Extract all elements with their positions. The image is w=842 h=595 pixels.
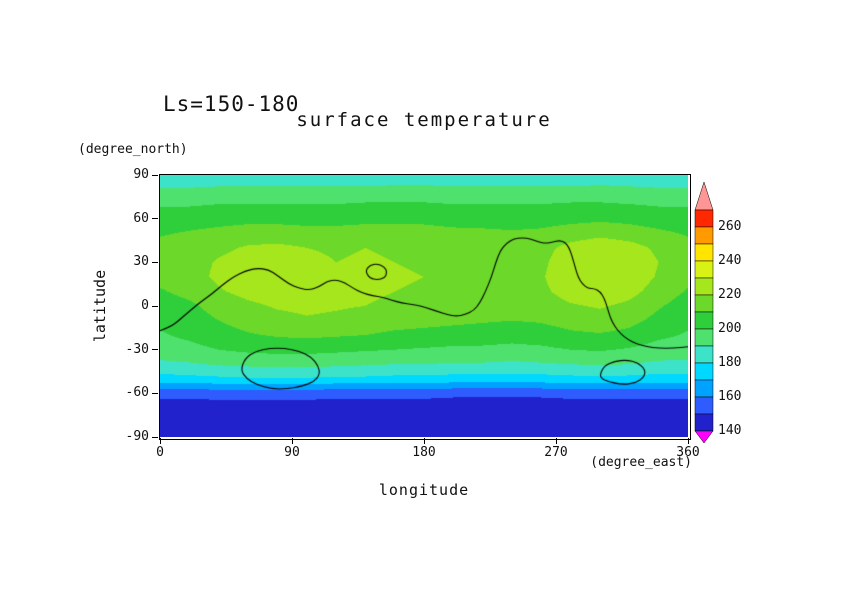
colorbar-band <box>694 260 714 279</box>
y-axis-unit: (degree_north) <box>78 142 188 157</box>
y-tick-label: -60 <box>125 385 149 401</box>
plot-title: surface temperature <box>296 109 552 131</box>
plot-subtitle: Ls=150-180 <box>163 92 300 116</box>
colorbar-tick-label: 240 <box>718 253 742 268</box>
colorbar-band <box>694 277 714 296</box>
colorbar-tick-label: 140 <box>718 423 742 438</box>
x-tick <box>291 438 293 444</box>
y-axis-label: latitude <box>91 269 109 343</box>
y-tick-label: 60 <box>133 210 149 226</box>
y-tick-label: 0 <box>141 298 149 313</box>
colorbar-band <box>694 413 714 432</box>
colorbar-tick-label: 260 <box>718 219 742 234</box>
colorbar-band <box>694 345 714 364</box>
x-axis-unit: (degree_east) <box>590 455 692 470</box>
colorbar-under-triangle <box>694 430 714 444</box>
y-tick <box>152 305 158 307</box>
colorbar-band <box>694 379 714 398</box>
colorbar-tick-label: 180 <box>718 355 742 370</box>
colorbar-band <box>694 209 714 228</box>
x-tick <box>423 438 425 444</box>
x-tick <box>687 438 689 444</box>
y-tick <box>152 261 158 263</box>
colorbar-band <box>694 396 714 415</box>
y-tick-label: 90 <box>133 167 149 182</box>
x-tick-label: 0 <box>156 445 164 460</box>
map-frame <box>159 174 691 440</box>
y-tick-label: -90 <box>125 429 149 444</box>
colorbar-tick-label: 200 <box>718 321 742 336</box>
colorbar-tick-label: 220 <box>718 287 742 302</box>
x-axis-label: longitude <box>378 481 470 499</box>
colorbar-tick-label: 160 <box>718 389 742 404</box>
y-tick <box>152 218 158 220</box>
temperature-heatmap-canvas <box>160 175 688 437</box>
colorbar-band <box>694 226 714 245</box>
x-tick <box>555 438 557 444</box>
colorbar-over-triangle <box>694 181 714 211</box>
colorbar-band <box>694 294 714 313</box>
x-tick <box>159 438 161 444</box>
y-tick <box>152 392 158 394</box>
colorbar-band <box>694 243 714 262</box>
y-tick <box>152 349 158 351</box>
colorbar-scale <box>694 181 714 444</box>
colorbar-band <box>694 311 714 330</box>
y-tick-label: 30 <box>133 254 149 270</box>
y-tick-label: -30 <box>125 341 149 357</box>
colorbar-band <box>694 328 714 347</box>
x-tick-label: 360 <box>676 445 700 460</box>
x-tick-label: 270 <box>544 445 568 460</box>
y-tick <box>152 174 158 176</box>
colorbar-band <box>694 362 714 381</box>
y-tick <box>152 436 158 438</box>
x-tick-label: 90 <box>284 445 300 460</box>
x-tick-label: 180 <box>412 445 436 460</box>
